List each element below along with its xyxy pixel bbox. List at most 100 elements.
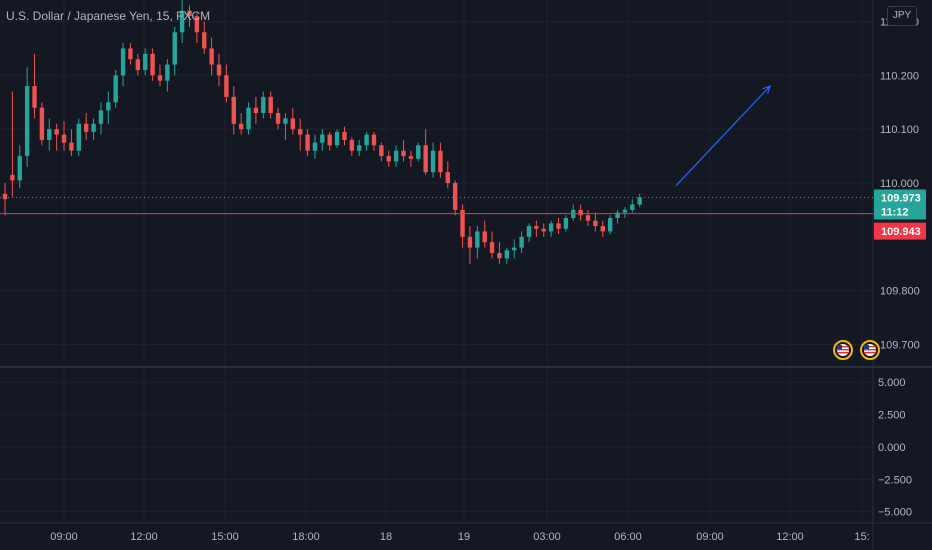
candle-body[interactable] [209,48,214,65]
candle-body[interactable] [305,134,310,151]
candle-body[interactable] [69,142,74,151]
candle-body[interactable] [179,10,185,33]
oscillator-axis-label: 0.000 [878,442,906,454]
candle-body[interactable] [334,131,340,146]
candle-body[interactable] [312,142,318,151]
candle-body[interactable] [143,53,148,70]
candle-body[interactable] [438,150,443,173]
candle-body[interactable] [593,220,598,227]
candle-body[interactable] [165,64,170,81]
candle-body[interactable] [83,123,89,132]
candle-body[interactable] [32,86,37,108]
candle-body[interactable] [157,75,163,81]
candle-body[interactable] [386,156,391,162]
candle-body[interactable] [10,174,15,181]
candle-body[interactable] [379,145,384,157]
candle-body[interactable] [467,236,473,248]
oscillator-axis-label: −2.500 [878,474,912,486]
candle-body[interactable] [120,48,126,76]
candle-body[interactable] [106,102,111,111]
candle-body[interactable] [607,217,613,232]
time-axis-label: 15: [854,531,869,543]
candle-body[interactable] [416,145,421,159]
candle-body[interactable] [371,134,377,146]
price-axis-label: 109.800 [880,286,920,298]
candle-body[interactable] [430,150,436,173]
candle-body[interactable] [401,150,406,157]
candle-body[interactable] [349,139,355,151]
candle-body[interactable] [253,107,259,114]
candle-body[interactable] [578,209,583,216]
candle-body[interactable] [637,197,642,205]
candle-body[interactable] [497,252,502,259]
candle-body[interactable] [615,212,620,218]
candle-body[interactable] [630,204,635,210]
candle-body[interactable] [202,32,207,49]
candle-body[interactable] [150,53,155,76]
time-axis-label: 06:00 [614,531,642,543]
candle-body[interactable] [519,236,524,248]
us-flag-event-icon[interactable] [860,340,880,360]
candle-body[interactable] [541,228,546,232]
candle-body[interactable] [489,242,495,253]
candle-body[interactable] [460,209,465,237]
trend-arrow-line[interactable] [675,85,771,187]
candle-body[interactable] [216,64,222,76]
candle-body[interactable] [364,134,369,146]
candle-body[interactable] [194,16,200,33]
candle-body[interactable] [61,134,67,143]
candle-body[interactable] [17,156,22,181]
candle-body[interactable] [2,193,8,200]
candle-body[interactable] [246,107,251,130]
candle-body[interactable] [24,86,30,157]
candle-body[interactable] [187,10,192,17]
candle-body[interactable] [47,129,52,140]
candle-body[interactable] [534,226,539,229]
candle-body[interactable] [475,231,480,248]
candle-body[interactable] [135,59,141,70]
candle-body[interactable] [622,209,628,213]
us-flag-event-icon[interactable] [833,340,853,360]
candle-body[interactable] [548,223,554,232]
candle-body[interactable] [54,129,59,135]
candle-body[interactable] [91,123,96,132]
line-price-badge [874,222,926,240]
candle-body[interactable] [76,123,81,151]
candle-body[interactable] [275,113,281,124]
candle-body[interactable] [128,48,133,60]
candle-body[interactable] [600,226,605,232]
candle-body[interactable] [585,215,591,221]
candle-body[interactable] [556,223,561,229]
candle-body[interactable] [261,96,266,114]
candle-body[interactable] [526,226,532,237]
price-axis-label: 110.100 [880,124,919,136]
candle-body[interactable] [452,183,458,210]
candle-body[interactable] [327,134,332,146]
candle-body[interactable] [298,129,303,135]
candle-body[interactable] [423,145,428,173]
candle-body[interactable] [238,123,244,130]
oscillator-axis-label: −5.000 [878,507,912,519]
candle-body[interactable] [342,131,347,140]
currency-button[interactable]: JPY [887,6,917,26]
candle-body[interactable] [408,156,414,159]
candle-body[interactable] [290,118,296,130]
candle-body[interactable] [357,145,362,151]
candle-body[interactable] [268,96,273,114]
candle-body[interactable] [113,75,118,103]
candle-body[interactable] [512,247,517,251]
candle-body[interactable] [393,150,399,162]
candle-body[interactable] [172,32,177,65]
candle-body[interactable] [482,231,487,243]
candle-body[interactable] [563,217,569,229]
candle-body[interactable] [504,250,510,259]
candle-body[interactable] [224,75,229,97]
candle-body[interactable] [283,118,288,124]
candle-body[interactable] [320,134,325,143]
candle-body[interactable] [231,96,236,124]
candle-body[interactable] [39,107,45,140]
candle-body[interactable] [445,172,450,183]
candle-body[interactable] [98,110,104,124]
